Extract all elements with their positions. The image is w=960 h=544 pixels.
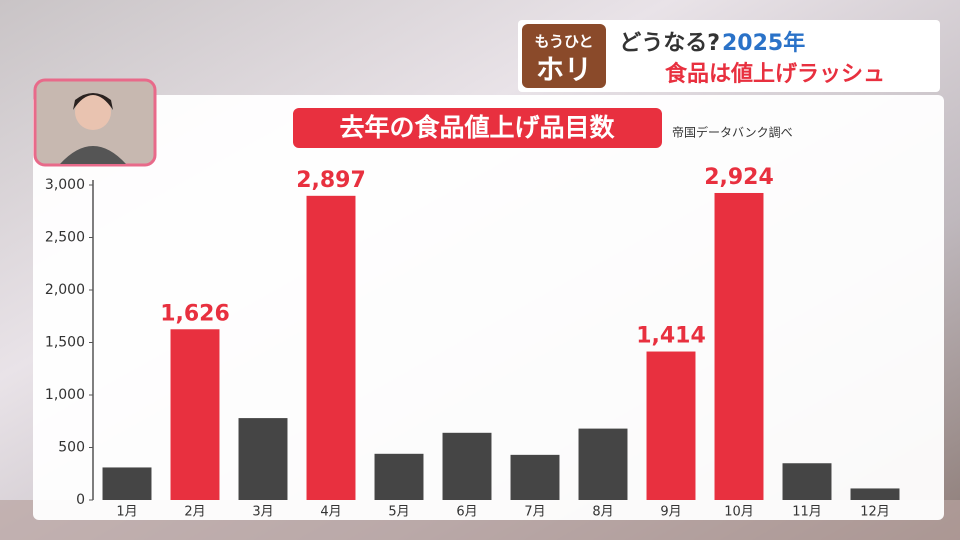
x-tick-label: 1月 <box>116 505 137 520</box>
y-tick-label: 1,000 <box>45 387 85 403</box>
headline: 食品は値上げラッシュ <box>665 61 885 87</box>
bar <box>170 329 220 500</box>
x-tick-label: 7月 <box>524 505 545 520</box>
presenter-hair <box>73 93 113 110</box>
x-tick-label: 9月 <box>660 505 681 520</box>
title-box <box>293 108 662 148</box>
y-tick-label: 0 <box>76 492 85 508</box>
presenter-body <box>60 146 126 164</box>
chart-title: 去年の食品値上げ品目数 <box>339 113 615 142</box>
bar <box>306 195 356 500</box>
logo-bottom: ホリ <box>536 53 592 86</box>
x-tick-label: 11月 <box>792 505 822 520</box>
bar <box>442 432 492 500</box>
bar <box>646 351 696 500</box>
bar <box>714 192 764 501</box>
header-question: どうなる? <box>619 31 720 56</box>
bar <box>102 467 152 500</box>
y-tick-label: 3,000 <box>45 177 85 193</box>
logo <box>522 24 606 88</box>
header-box <box>518 20 940 92</box>
bar <box>578 428 628 500</box>
value-label: 1,626 <box>160 301 230 326</box>
chart-source: 帝国データバンク調べ <box>672 125 793 140</box>
presenter-face <box>75 94 111 130</box>
x-tick-label: 6月 <box>456 505 477 520</box>
bar <box>510 454 560 500</box>
x-tick-label: 8月 <box>592 505 613 520</box>
x-tick-label: 3月 <box>252 505 273 520</box>
value-label: 2,924 <box>704 165 774 190</box>
x-tick-label: 2月 <box>184 505 205 520</box>
x-tick-label: 10月 <box>724 505 754 520</box>
logo-top: もうひと <box>534 33 593 51</box>
header-year: 2025年 <box>722 30 805 56</box>
y-tick-label: 2,500 <box>45 230 85 246</box>
x-tick-label: 4月 <box>320 505 341 520</box>
bar <box>238 418 288 500</box>
y-tick-label: 2,000 <box>45 282 85 298</box>
value-label: 2,897 <box>296 168 366 193</box>
bar <box>374 453 424 500</box>
bar <box>850 488 900 500</box>
x-tick-label: 12月 <box>860 505 890 520</box>
value-label: 1,414 <box>636 324 706 349</box>
y-tick-label: 500 <box>58 440 85 456</box>
x-tick-label: 5月 <box>388 505 409 520</box>
y-tick-label: 1,500 <box>45 335 85 351</box>
bar <box>782 463 832 500</box>
